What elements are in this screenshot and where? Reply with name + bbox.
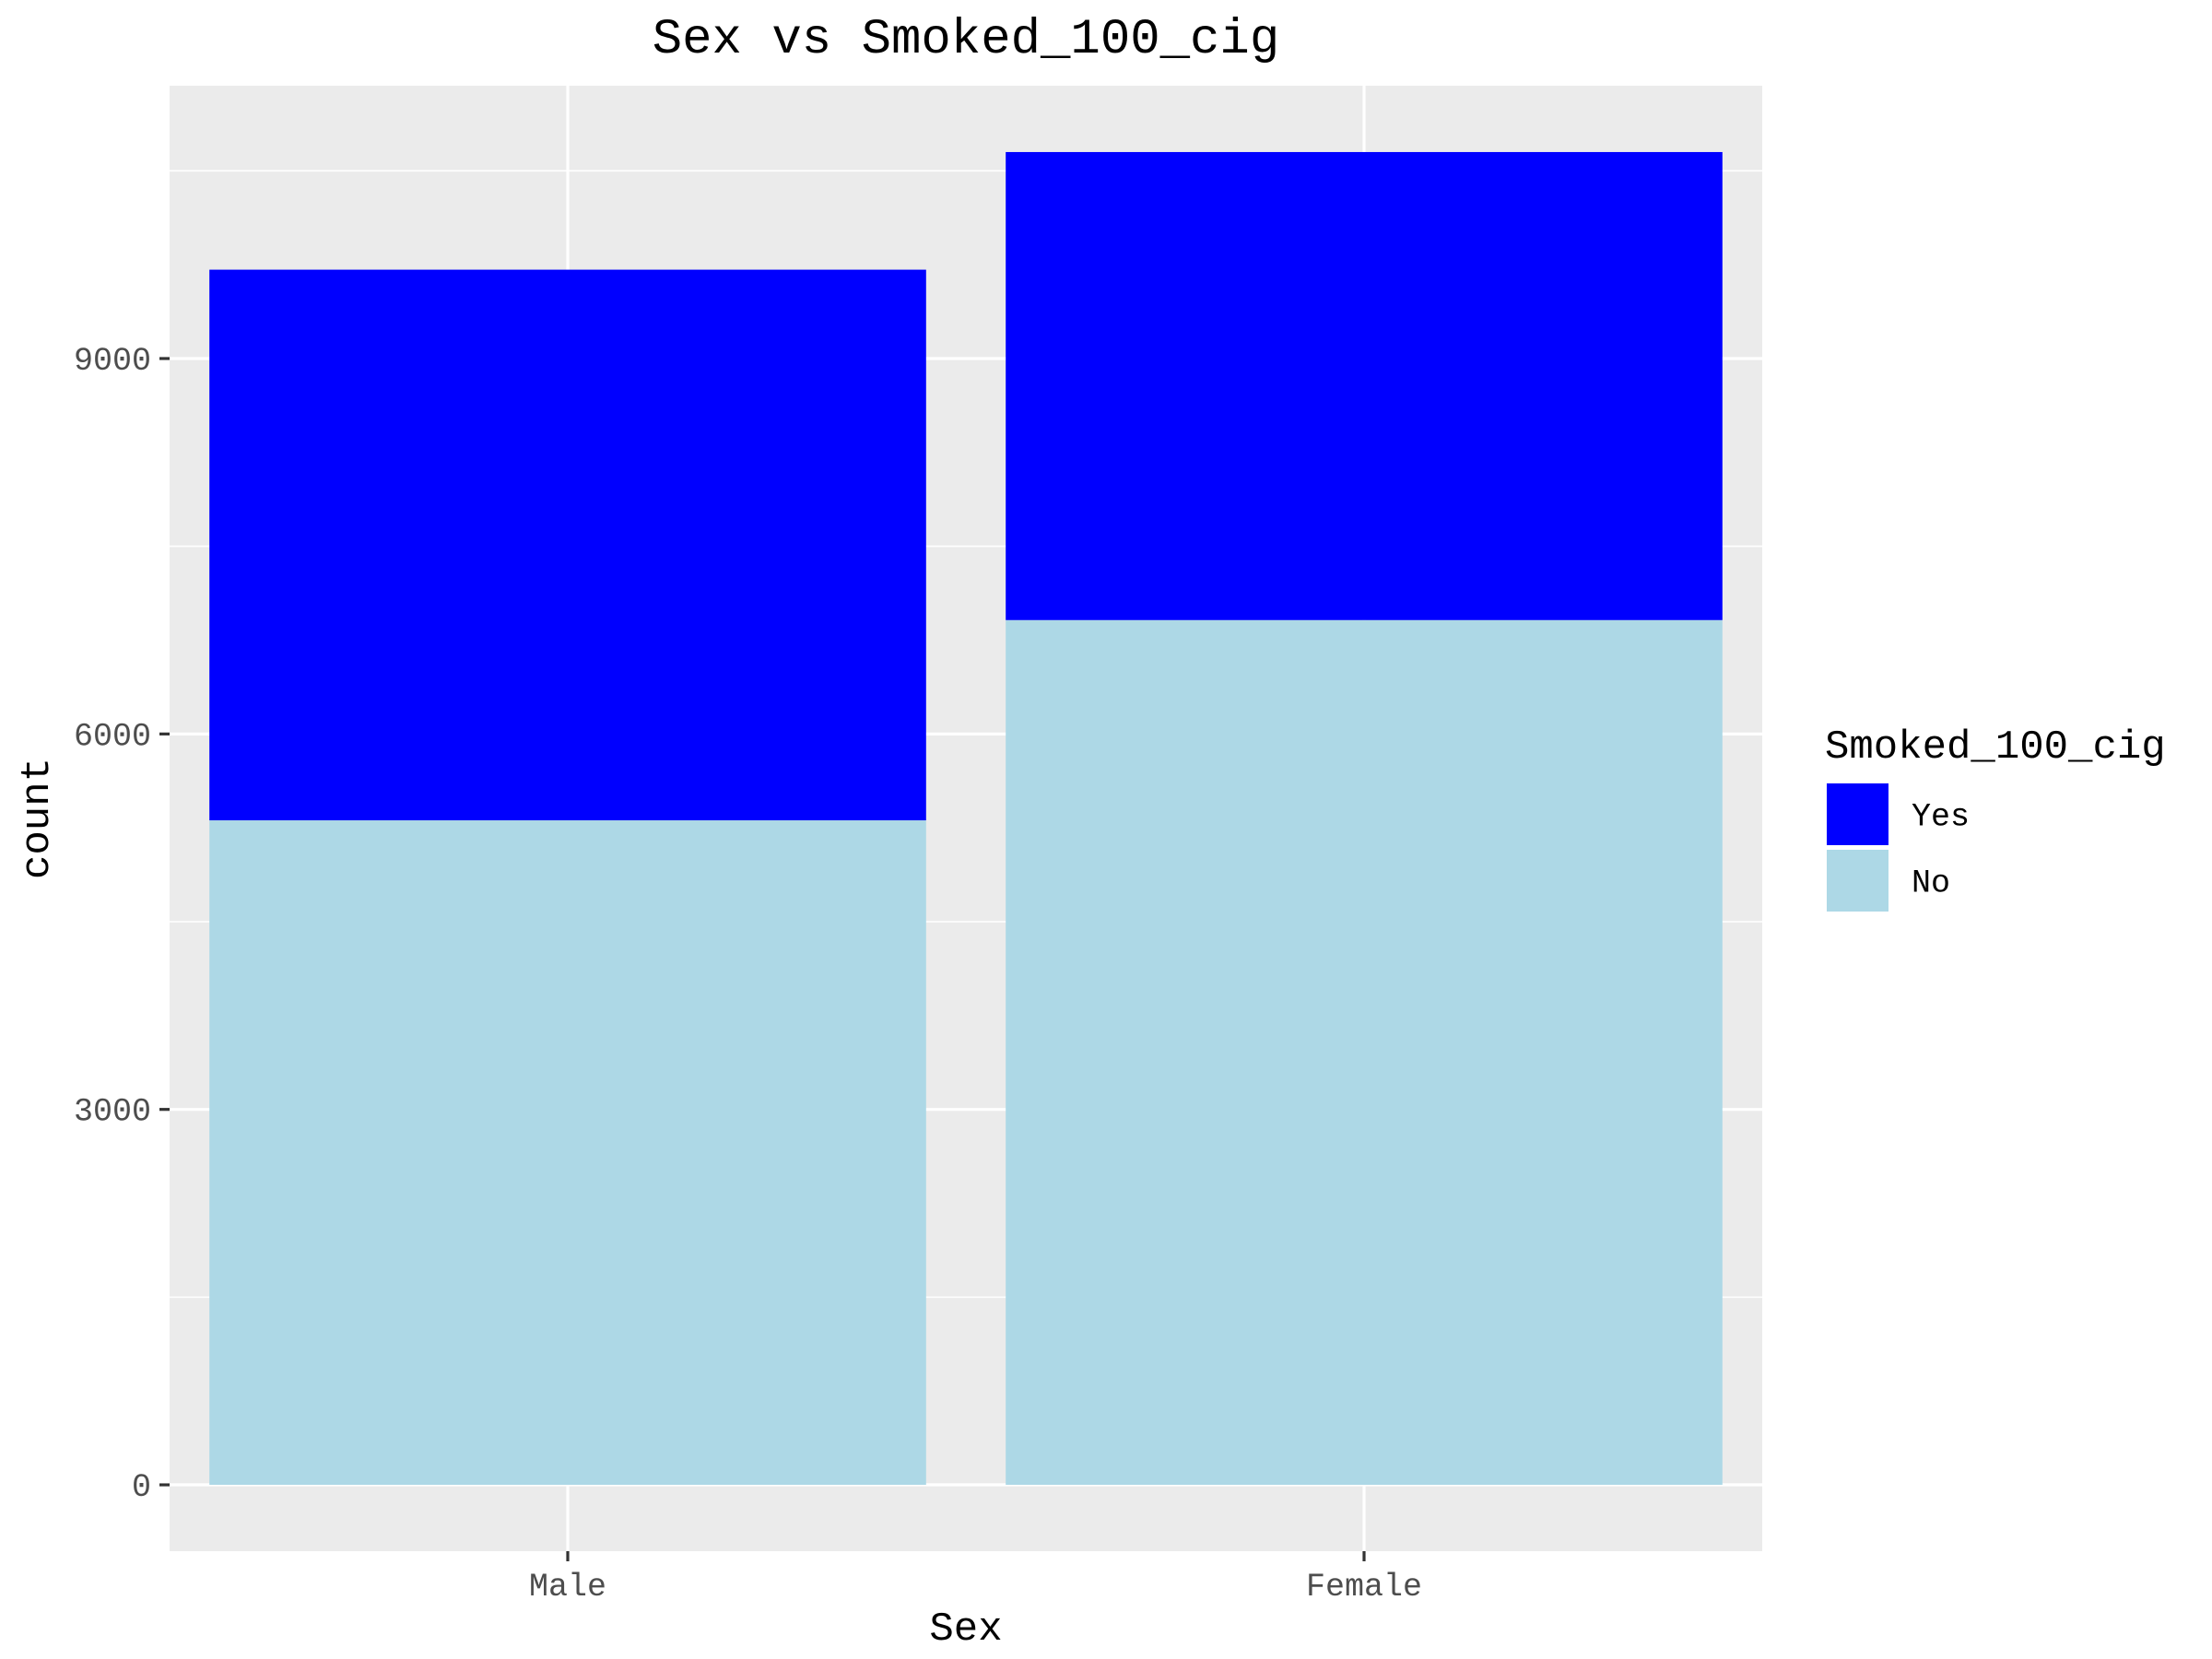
x-tick-label: Female (1306, 1569, 1422, 1606)
bar-male-no (209, 820, 926, 1486)
y-axis-title: count (15, 758, 61, 879)
x-axis: Male Female (529, 1551, 1422, 1606)
y-axis: 0 3000 6000 9000 (74, 343, 170, 1506)
bar-female-no (1006, 619, 1723, 1486)
bar-female-yes (1006, 151, 1723, 620)
chart-title: Sex vs Smoked_100_cig (653, 12, 1280, 68)
bar-stacks (209, 151, 1723, 1486)
y-tick-label: 6000 (74, 718, 151, 755)
legend-key-no (1825, 848, 1890, 913)
y-tick-label: 3000 (74, 1094, 151, 1131)
legend-key-yes (1825, 782, 1890, 847)
legend-label-no: No (1912, 865, 1950, 902)
y-tick-label: 0 (132, 1469, 151, 1506)
bar-male-yes (209, 269, 926, 821)
x-tick-label: Male (529, 1569, 606, 1606)
legend-title: Smoked_100_cig (1825, 724, 2166, 771)
legend-label-yes: Yes (1912, 799, 1970, 836)
y-tick-label: 9000 (74, 343, 151, 380)
x-axis-title: Sex (929, 1606, 1002, 1653)
legend: Smoked_100_cig Yes No (1825, 724, 2166, 913)
